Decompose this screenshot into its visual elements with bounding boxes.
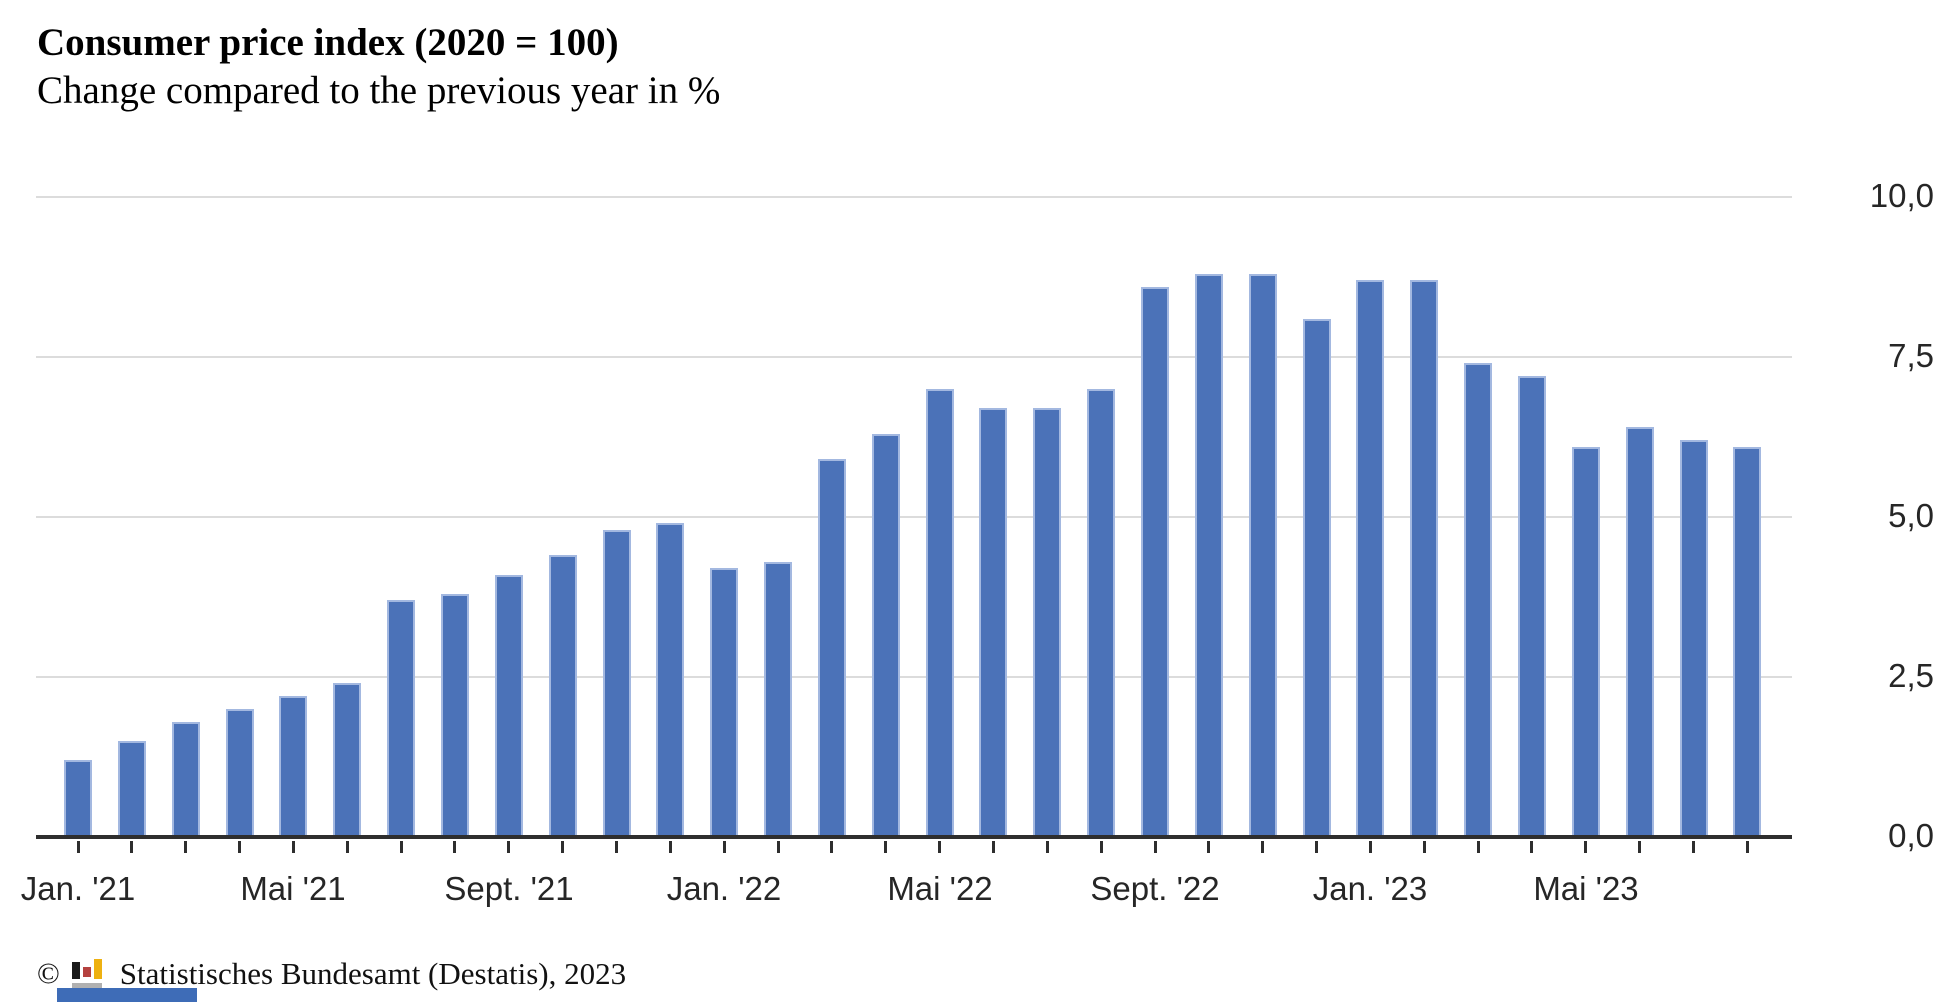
source-text: Statistisches Bundesamt (Destatis), 2023 [119,956,627,991]
x-axis-tick [1046,841,1049,853]
x-axis-tick [238,841,241,853]
x-axis-tick-label: Jan. '23 [1312,870,1428,907]
x-axis-tick [723,841,726,853]
bar [603,530,631,837]
x-axis-tick [184,841,187,853]
bar [1356,280,1384,837]
x-axis-tick-label: Mai '23 [1533,870,1639,907]
x-axis-tick [400,841,403,853]
gridline [36,356,1792,358]
bar [1464,363,1492,837]
bar [1410,280,1438,837]
y-axis-tick-label: 0,0 [1888,817,1934,854]
x-axis-tick [292,841,295,853]
x-axis-tick [1315,841,1318,853]
x-axis-tick [1423,841,1426,853]
x-axis-tick-label: Sept. '21 [444,870,574,907]
destatis-logo-icon [71,955,108,993]
bar [872,434,900,837]
x-axis-tick [615,841,618,853]
bar [172,722,200,837]
copyright-symbol: © [37,957,60,990]
bar [387,600,415,837]
bar [764,562,792,837]
bar [1303,319,1331,837]
bar [710,568,738,837]
x-axis-tick [884,841,887,853]
logo-red-bar [82,967,91,977]
bar [979,408,1007,837]
x-axis-tick-label: Sept. '22 [1090,870,1220,907]
bar [118,741,146,837]
x-axis-tick [561,841,564,853]
bar [279,696,307,837]
bar [333,683,361,837]
bar [1195,274,1223,837]
y-axis-tick-label: 5,0 [1888,497,1934,534]
bar [226,709,254,837]
logo-gold-bar [93,959,102,979]
x-axis-tick [1154,841,1157,853]
x-axis-tick [1261,841,1264,853]
logo-gray-base [71,983,102,989]
bar [495,575,523,837]
y-axis-tick-label: 2,5 [1888,657,1934,694]
x-axis-tick [507,841,510,853]
x-axis-tick-label: Mai '21 [240,870,346,907]
bar [1572,447,1600,837]
bar [1087,389,1115,837]
bar [926,389,954,837]
partial-blue-banner[interactable] [57,988,197,1002]
bar [1680,440,1708,837]
y-axis-tick-label: 7,5 [1888,337,1934,374]
chart-subtitle: Change compared to the previous year in … [37,69,721,112]
bar [1518,376,1546,837]
source-line: © Statistisches Bundesamt (Destatis), 20… [37,952,626,996]
chart-title: Consumer price index (2020 = 100) [37,21,619,64]
x-axis-tick [1100,841,1103,853]
x-axis-tick [453,841,456,853]
x-axis-tick [830,841,833,853]
x-axis-tick [1369,841,1372,853]
x-axis-tick [1584,841,1587,853]
x-axis-tick [992,841,995,853]
logo-black-bar [71,962,80,979]
bar [64,760,92,837]
x-axis-tick [130,841,133,853]
x-axis-tick [1692,841,1695,853]
x-axis-tick [1477,841,1480,853]
bar [549,555,577,837]
x-axis-tick [669,841,672,853]
x-axis-tick [1746,841,1749,853]
gridline [36,676,1792,678]
x-axis-tick [77,841,80,853]
x-axis-tick [777,841,780,853]
bar [1626,427,1654,837]
x-axis-tick [1530,841,1533,853]
x-axis-line [36,835,1792,839]
gridline [36,196,1792,198]
bar [441,594,469,837]
x-axis-tick [1638,841,1641,853]
x-axis-tick-label: Jan. '22 [666,870,782,907]
y-axis-tick-label: 10,0 [1869,177,1934,214]
bar [1249,274,1277,837]
gridline [36,516,1792,518]
bar [656,523,684,837]
bar [818,459,846,837]
x-axis-tick-label: Jan. '21 [20,870,136,907]
x-axis-tick [346,841,349,853]
x-axis-tick [1207,841,1210,853]
bar [1033,408,1061,837]
x-axis-tick-label: Mai '22 [887,870,993,907]
x-axis-tick [938,841,941,853]
bar [1733,447,1761,837]
bar [1141,287,1169,837]
